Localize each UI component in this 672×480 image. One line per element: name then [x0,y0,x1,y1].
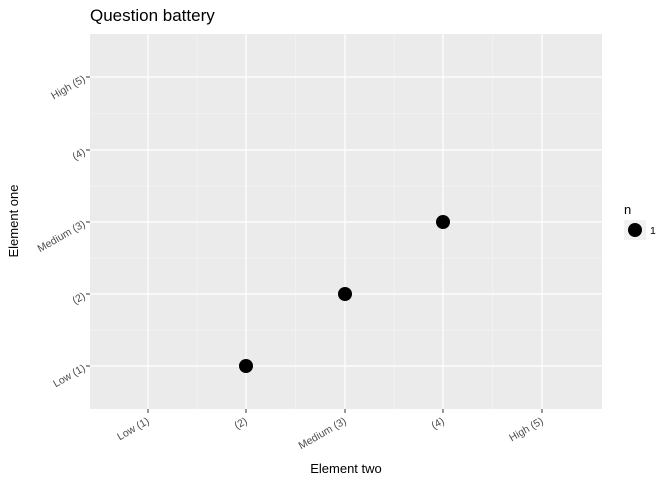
data-point [239,359,253,373]
y-tick-label: Low (1) [51,362,87,390]
x-tick-label: Medium (3) [297,415,349,452]
x-axis-title: Element two [310,461,382,476]
chart-title: Question battery [90,6,215,25]
legend-title: n [624,202,631,217]
y-tick-label: (2) [70,290,87,307]
x-tick-label: (2) [232,415,249,432]
data-points [239,215,450,373]
x-tick-label: High (5) [507,415,545,444]
data-point [436,215,450,229]
y-axis-title: Element one [6,185,21,258]
y-tick-label: Medium (3) [36,218,88,255]
y-tick-label: (4) [70,146,87,163]
x-axis-ticks: Low (1) (2) Medium (3) (4) High (5) [115,409,546,452]
y-axis-ticks: Low (1) (2) Medium (3) (4) High (5) [36,73,90,390]
legend-label: 1 [650,225,656,237]
x-tick-label: Low (1) [115,415,151,443]
x-tick-label: (4) [429,415,446,432]
legend: n 1 [624,202,656,240]
y-tick-label: High (5) [49,73,87,102]
data-point [338,287,352,301]
legend-key-point [628,223,642,237]
